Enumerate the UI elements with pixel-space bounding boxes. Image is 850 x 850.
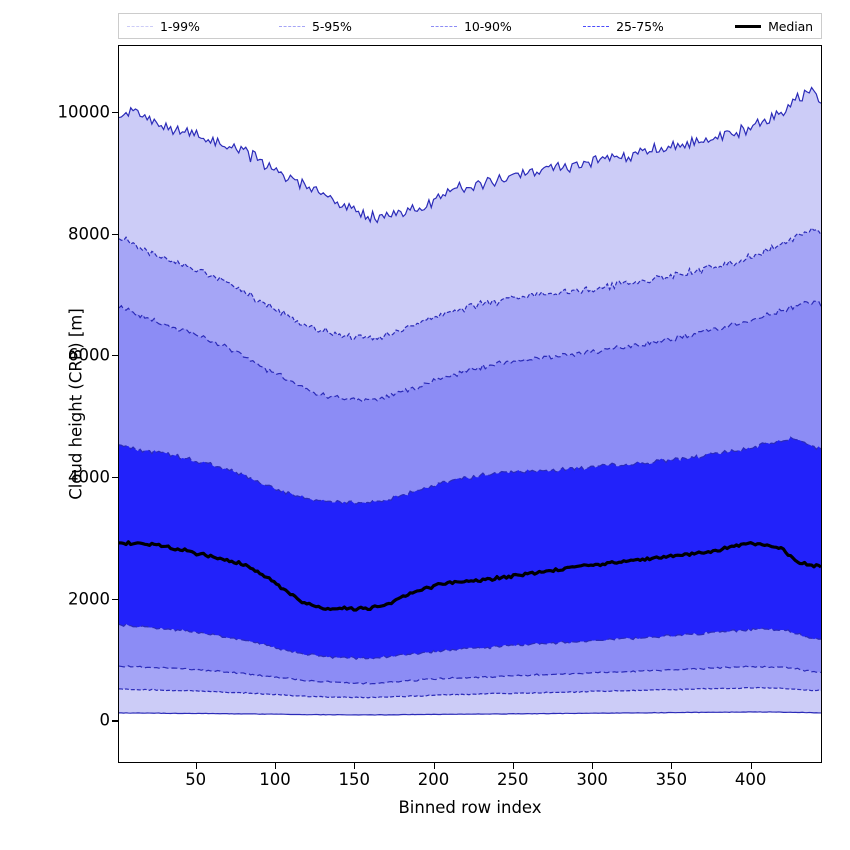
x-tickmark [671, 763, 673, 769]
edge-p99 [119, 86, 821, 224]
percentile-fan-chart [119, 86, 821, 716]
y-tick-label: 2000 [68, 589, 110, 609]
edge-p25 [119, 623, 821, 660]
x-tickmark [750, 763, 752, 769]
plot-area [118, 45, 822, 763]
edge-p1 [119, 711, 821, 716]
legend-label: 25-75% [616, 18, 664, 34]
y-tickmark [112, 111, 118, 114]
x-axis-tickmarks [118, 763, 822, 769]
legend-swatch-icon [583, 25, 610, 27]
legend-entry-10-90[interactable]: 10-90% [431, 19, 583, 34]
legend-swatch-icon [431, 25, 458, 27]
legend-entry-25-75[interactable]: 25-75% [583, 19, 735, 34]
x-tick-label: 50 [185, 770, 207, 789]
legend-label: 1-99% [160, 18, 200, 34]
y-tick-label: 0 [99, 710, 111, 730]
legend-swatch-icon [127, 25, 153, 27]
x-tick-label: 250 [497, 770, 529, 789]
chart-legend: 1-99% 5-95% 10-90% 25-75% Median [118, 13, 822, 39]
y-tick-label: 6000 [68, 345, 110, 365]
x-tick-label: 350 [655, 770, 688, 789]
x-tickmark [195, 763, 197, 769]
band-p25-p75 [119, 437, 821, 660]
y-tick-label: 10000 [57, 102, 111, 122]
x-axis-title: Binned row index [398, 798, 542, 817]
y-tick-label: 8000 [68, 224, 110, 244]
legend-entry-1-99[interactable]: 1-99% [127, 19, 279, 34]
y-axis-tick-labels: 0 2000 4000 6000 8000 10000 [28, 45, 111, 763]
edge-p10 [119, 665, 821, 685]
edge-p5 [119, 686, 821, 699]
y-tickmark [112, 720, 118, 722]
y-tickmark [112, 355, 118, 357]
y-tickmark [112, 598, 118, 600]
y-axis-title: Cloud height (CRB) [m] [66, 308, 86, 500]
legend-swatch-icon [735, 24, 762, 28]
y-tick-label: 4000 [68, 467, 110, 487]
x-tick-label: 100 [259, 770, 291, 789]
x-tick-label: 400 [734, 770, 767, 789]
legend-entry-median[interactable]: Median [735, 19, 813, 34]
y-tickmark [112, 477, 118, 479]
legend-entry-5-95[interactable]: 5-95% [279, 19, 431, 34]
legend-label: 10-90% [464, 18, 512, 34]
legend-label: Median [768, 18, 813, 34]
x-tickmark [512, 763, 514, 769]
x-tickmark [592, 763, 594, 769]
legend-label: 5-95% [312, 18, 352, 34]
y-tickmark [112, 233, 118, 235]
x-axis-tick-labels: 50 100 150 200 250 300 350 400 [118, 770, 822, 794]
y-axis-title-wrap: Cloud height (CRB) [m] [40, 45, 86, 763]
x-tickmark [354, 763, 356, 769]
x-tick-label: 200 [417, 770, 450, 789]
x-tick-label: 150 [338, 770, 371, 789]
median-line [119, 540, 821, 612]
y-axis-tickmarks [112, 45, 118, 763]
legend-swatch-icon [279, 25, 306, 27]
x-tick-label: 300 [576, 770, 608, 789]
x-tickmark [433, 763, 435, 769]
edge-p95 [119, 227, 821, 341]
edge-p75 [119, 436, 821, 505]
x-tickmark [274, 763, 277, 769]
